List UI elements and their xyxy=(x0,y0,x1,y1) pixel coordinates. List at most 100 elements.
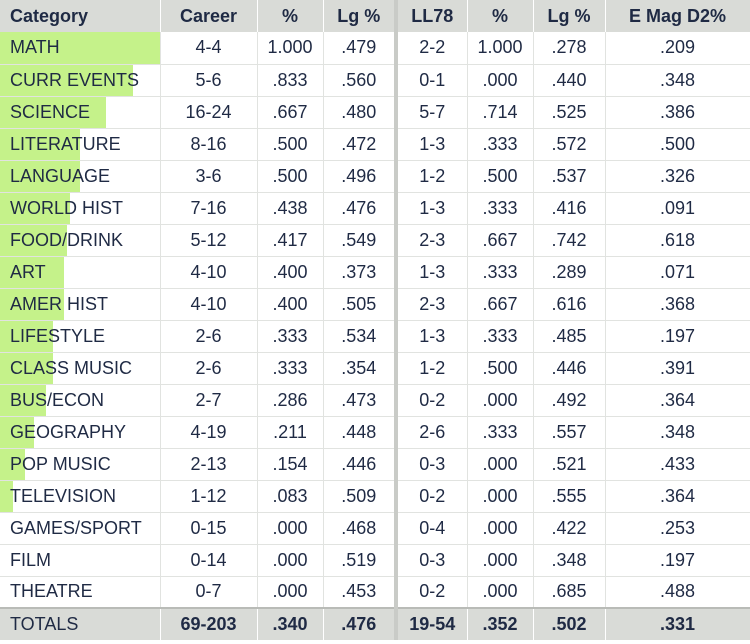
header-ll78-lg-pct[interactable]: Lg % xyxy=(533,0,606,32)
category-pct-bar xyxy=(0,256,64,287)
cell-category: GAMES/SPORT xyxy=(0,512,161,545)
cell-category: LITERATURE xyxy=(0,128,161,161)
cell-emag-d2-pct: .433 xyxy=(605,448,750,481)
category-label: LITERATURE xyxy=(10,133,121,154)
category-label: GEOGRAPHY xyxy=(10,421,127,442)
table-body: MATH 4-4 1.000.479 2-2 1.000.278.209 CURR EVE… xyxy=(0,32,750,609)
cell-emag-d2-pct: .071 xyxy=(605,256,750,289)
cell-lg-pct: .549 xyxy=(323,224,398,257)
category-label: AMER HIST xyxy=(10,293,109,314)
cell-ll78: 0-4 xyxy=(396,512,468,545)
table-row: TELEVISION 1-12.083.509 0-2.000.555.364 xyxy=(0,480,750,513)
header-ll78-pct[interactable]: % xyxy=(467,0,534,32)
cell-lg-pct: .479 xyxy=(323,32,398,65)
category-pct-bar xyxy=(0,64,133,95)
category-pct-bar xyxy=(0,224,67,255)
category-pct-bar xyxy=(0,32,159,63)
cell-career-pct: .667 xyxy=(257,96,324,129)
header-emag-d2-pct[interactable]: E Mag D2% xyxy=(605,0,750,32)
cell-ll78: 5-7 xyxy=(396,96,468,129)
category-pct-bar xyxy=(0,384,46,415)
table-row: MATH 4-4 1.000.479 2-2 1.000.278.209 xyxy=(0,32,750,65)
cell-ll78-lg-pct: .685 xyxy=(533,576,606,609)
cell-career: 8-16 xyxy=(160,128,258,161)
cell-ll78: 1-3 xyxy=(396,192,468,225)
totals-career-pct: .340 xyxy=(257,607,324,640)
cell-career-pct: 1.000 xyxy=(257,32,324,65)
cell-ll78-pct: 1.000 xyxy=(467,32,534,65)
category-label: MATH xyxy=(10,37,60,58)
cell-category: LANGUAGE xyxy=(0,160,161,193)
cell-ll78-lg-pct: .289 xyxy=(533,256,606,289)
cell-ll78-pct: .000 xyxy=(467,448,534,481)
cell-ll78: 1-3 xyxy=(396,320,468,353)
totals-label: TOTALS xyxy=(0,607,161,640)
cell-ll78-lg-pct: .422 xyxy=(533,512,606,545)
table-row: GAMES/SPORT 0-15.000.468 0-4.000.422.253 xyxy=(0,512,750,545)
cell-career-pct: .400 xyxy=(257,256,324,289)
cell-lg-pct: .453 xyxy=(323,576,398,609)
cell-emag-d2-pct: .326 xyxy=(605,160,750,193)
category-label: THEATRE xyxy=(10,581,93,602)
category-label: CURR EVENTS xyxy=(10,69,140,90)
category-label: SCIENCE xyxy=(10,101,91,122)
cell-category: AMER HIST xyxy=(0,288,161,321)
table-row: AMER HIST 4-10.400.505 2-3.667.616.368 xyxy=(0,288,750,321)
cell-career-pct: .000 xyxy=(257,544,324,577)
cell-career-pct: .500 xyxy=(257,160,324,193)
table-row: LITERATURE 8-16.500.472 1-3.333.572.500 xyxy=(0,128,750,161)
cell-career: 2-6 xyxy=(160,320,258,353)
totals-ll78-lg-pct: .502 xyxy=(533,607,606,640)
cell-ll78: 0-2 xyxy=(396,480,468,513)
cell-career: 4-4 xyxy=(160,32,258,65)
category-label: ART xyxy=(10,261,46,282)
cell-lg-pct: .496 xyxy=(323,160,398,193)
header-lg-pct[interactable]: Lg % xyxy=(323,0,398,32)
table-row: BUS/ECON 2-7.286.473 0-2.000.492.364 xyxy=(0,384,750,417)
cell-ll78-lg-pct: .742 xyxy=(533,224,606,257)
table-row: ART 4-10.400.373 1-3.333.289.071 xyxy=(0,256,750,289)
cell-category: FILM xyxy=(0,544,161,577)
category-pct-bar xyxy=(0,352,54,383)
cell-career-pct: .083 xyxy=(257,480,324,513)
header-career[interactable]: Career xyxy=(160,0,258,32)
cell-category: CURR EVENTS xyxy=(0,64,161,97)
header-ll78[interactable]: LL78 xyxy=(396,0,468,32)
table-row: CURR EVENTS 5-6.833.560 0-1.000.440.348 xyxy=(0,64,750,97)
cell-ll78-lg-pct: .446 xyxy=(533,352,606,385)
cell-career: 2-7 xyxy=(160,384,258,417)
cell-career: 2-6 xyxy=(160,352,258,385)
cell-career: 3-6 xyxy=(160,160,258,193)
cell-emag-d2-pct: .618 xyxy=(605,224,750,257)
totals-career: 69-203 xyxy=(160,607,258,640)
cell-category: MATH xyxy=(0,32,161,65)
cell-ll78-pct: .000 xyxy=(467,576,534,609)
cell-category: TELEVISION xyxy=(0,480,161,513)
cell-ll78-pct: .667 xyxy=(467,224,534,257)
totals-row: TOTALS 69-203 .340 .476 19-54 .352 .502 … xyxy=(0,607,750,640)
cell-lg-pct: .373 xyxy=(323,256,398,289)
header-career-pct[interactable]: % xyxy=(257,0,324,32)
header-category[interactable]: Category xyxy=(0,0,161,32)
cell-ll78-lg-pct: .485 xyxy=(533,320,606,353)
cell-lg-pct: .468 xyxy=(323,512,398,545)
category-label: BUS/ECON xyxy=(10,389,105,410)
cell-emag-d2-pct: .364 xyxy=(605,480,750,513)
cell-lg-pct: .354 xyxy=(323,352,398,385)
cell-career: 2-13 xyxy=(160,448,258,481)
table-row: THEATRE 0-7.000.453 0-2.000.685.488 xyxy=(0,576,750,609)
cell-career: 0-7 xyxy=(160,576,258,609)
totals-ll78: 19-54 xyxy=(396,607,468,640)
cell-career-pct: .286 xyxy=(257,384,324,417)
table-row: LIFESTYLE 2-6.333.534 1-3.333.485.197 xyxy=(0,320,750,353)
cell-lg-pct: .560 xyxy=(323,64,398,97)
cell-ll78: 2-2 xyxy=(396,32,468,65)
cell-career-pct: .417 xyxy=(257,224,324,257)
cell-emag-d2-pct: .253 xyxy=(605,512,750,545)
cell-lg-pct: .476 xyxy=(323,192,398,225)
cell-career-pct: .833 xyxy=(257,64,324,97)
cell-ll78: 0-1 xyxy=(396,64,468,97)
cell-career-pct: .211 xyxy=(257,416,324,449)
category-pct-bar xyxy=(0,96,107,127)
cell-career: 4-10 xyxy=(160,288,258,321)
